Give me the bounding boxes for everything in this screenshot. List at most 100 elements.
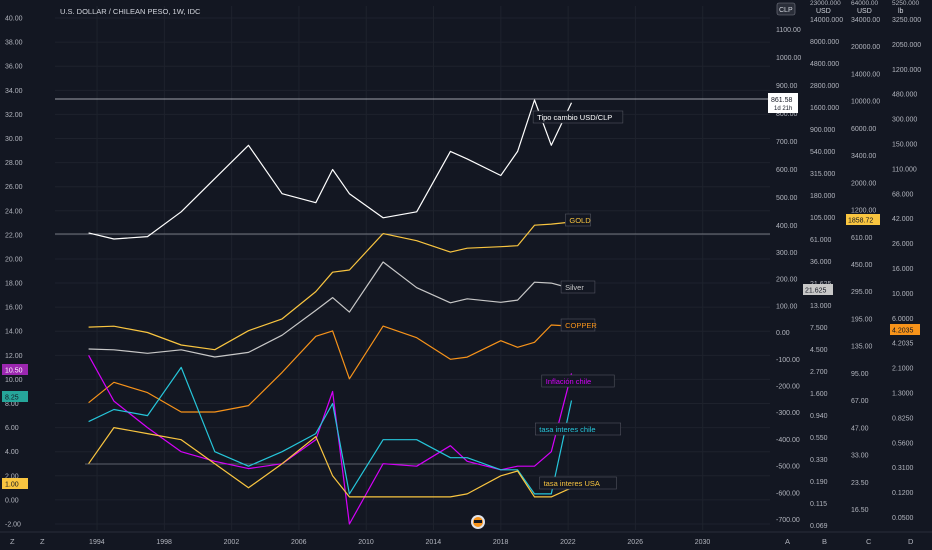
scale-tick-label: 1100.00 — [776, 27, 801, 34]
scale-tick-label: 0.190 — [810, 479, 828, 486]
scale-tick-label: 23.50 — [851, 480, 869, 487]
left-tick-label: 34.00 — [5, 88, 23, 95]
scale-tick-label: 10.000 — [892, 291, 914, 298]
scale-tick-label: 0.069 — [810, 523, 828, 530]
scale-tick-label: 7.500 — [810, 325, 828, 332]
x-tick-label: 2006 — [291, 539, 307, 546]
series-line-tasa-interes-chile[interactable] — [88, 366, 573, 495]
axis-letter-button[interactable]: Z — [10, 537, 15, 546]
scale-tick-label: 8000.000 — [810, 39, 839, 46]
clp-scale[interactable]: CLP 1100.00 1000.00 900.00 800.00 700.00 600.0… — [776, 2, 801, 230]
left-tick-label: 20.00 — [5, 256, 23, 263]
scale-tick-label: 4.500 — [810, 347, 828, 354]
scale-tick-label: 500.00 — [776, 195, 798, 202]
left-value-badge[interactable]: 1.00 — [2, 478, 28, 489]
badge-box — [803, 284, 833, 295]
scale-tick-label: 1.3000 — [892, 391, 914, 398]
time-axis[interactable]: 1994 1998 2002 2006 2010 2014 2018 2022 2026 2030 — [0, 531, 932, 546]
right-price-scales[interactable]: CLP 1100.00 1000.00 900.00 800.00 700.00 600.0… — [768, 0, 921, 530]
axis-letter-button[interactable]: A — [785, 537, 790, 546]
left-tick-label: 2.00 — [5, 473, 19, 480]
scale-tick-label: 2000.00 — [851, 180, 876, 187]
tradingview-logo-icon[interactable] — [471, 515, 485, 529]
left-tick-label: 38.00 — [5, 40, 23, 47]
badge-box — [846, 214, 880, 225]
scale-tick-label: 480.000 — [892, 92, 917, 99]
scale-tick-label: 0.3100 — [892, 465, 914, 472]
axis-letter-button[interactable]: B — [822, 537, 827, 546]
left-tick-label: 26.00 — [5, 184, 23, 191]
mid-tick-label: -400.00 — [776, 437, 800, 444]
scale-tick-label: 0.8250 — [892, 415, 914, 422]
scale-tick-label: 10000.00 — [851, 99, 880, 106]
middle-price-axis[interactable]: 300.00 200.00 100.00 0.00 -100.00 -200.00 -300… — [776, 250, 800, 524]
axis-letter-button[interactable]: Z — [40, 537, 45, 546]
scale-tick-label: 14000.00 — [851, 71, 880, 78]
scale-header[interactable]: CLP — [779, 7, 793, 14]
badge-value: 21.625 — [805, 288, 827, 295]
scale-tick-label: 36.000 — [810, 259, 832, 266]
label-text: Inflación chile — [546, 377, 591, 386]
label-box — [534, 422, 621, 436]
left-price-axis[interactable]: 40.00 38.00 36.00 34.00 32.00 30.00 28.00 26.00… — [2, 16, 28, 529]
series-label: COPPER — [560, 318, 597, 332]
scale-tick-label: 300.000 — [892, 117, 917, 124]
left-tick-label: 28.00 — [5, 160, 23, 167]
series-layer[interactable] — [88, 99, 573, 525]
label-box — [565, 213, 591, 227]
left-value-badge[interactable]: 10.50 — [2, 364, 28, 375]
label-box — [560, 280, 596, 294]
scale-tick-label: 900.000 — [810, 127, 835, 134]
scale-header: 64000.00 — [851, 0, 878, 7]
scale-header-box[interactable] — [776, 2, 796, 16]
x-tick-label: 2026 — [627, 539, 643, 546]
label-text: GOLD — [569, 216, 591, 225]
label-text: tasa interes USA — [544, 479, 600, 488]
x-tick-label: 1994 — [89, 539, 105, 546]
mid-tick-label: -300.00 — [776, 410, 800, 417]
scale-tick-label: 800.00 — [776, 111, 798, 118]
price-badge-lb-scale[interactable]: 4.2035 — [890, 324, 920, 335]
x-tick-label: 1998 — [156, 539, 172, 546]
scale-tick-label: 13.000 — [810, 303, 832, 310]
label-box — [541, 374, 615, 388]
series-label: GOLD — [565, 213, 591, 227]
scale-tick-label: 110.000 — [892, 166, 917, 173]
series-line-inflaci-n-chile[interactable] — [88, 355, 573, 525]
scale-tick-label: 295.00 — [851, 289, 873, 296]
x-tick-label: 2014 — [426, 539, 442, 546]
scale-tick-label: 47.00 — [851, 425, 869, 432]
price-badge-usd-scale-2[interactable]: 1858.72 — [846, 214, 880, 225]
scale-tick-label: 600.00 — [776, 167, 798, 174]
series-line-copper[interactable] — [88, 324, 572, 413]
scale-tick-label: 14000.000 — [810, 17, 843, 24]
price-badge-usd-scale-1[interactable]: 21.625 — [803, 284, 833, 295]
series-line-tasa-interes-usa[interactable] — [88, 427, 572, 498]
x-tick-label: 2010 — [358, 539, 374, 546]
badge-value: 861.58 — [771, 97, 793, 104]
gridlines — [55, 6, 770, 530]
series-label: Silver — [560, 280, 596, 294]
axis-letter-button[interactable]: C — [866, 537, 872, 546]
scale-tick-label: 2800.000 — [810, 83, 839, 90]
series-line-gold[interactable] — [88, 221, 572, 351]
badge-box — [2, 478, 28, 489]
x-tick-label: 2002 — [224, 539, 240, 546]
series-line-tipo-cambio-usd-clp[interactable] — [88, 99, 573, 240]
x-tick-label: 2022 — [560, 539, 576, 546]
series-line-silver[interactable] — [88, 261, 572, 358]
badge-box — [890, 324, 920, 335]
clp-price-badge[interactable]: 861.58 1d 21h — [768, 93, 798, 113]
series-labels: Tipo cambio USD/CLP GOLD Silver COPPER Infla… — [532, 110, 624, 490]
mid-tick-label: -700.00 — [776, 517, 800, 524]
scale-tick-label: 400.00 — [776, 223, 798, 230]
left-value-badge[interactable]: 8.25 — [2, 391, 28, 402]
axis-letter-button[interactable]: D — [908, 537, 914, 546]
scale-tick-label: 1200.00 — [851, 208, 876, 215]
